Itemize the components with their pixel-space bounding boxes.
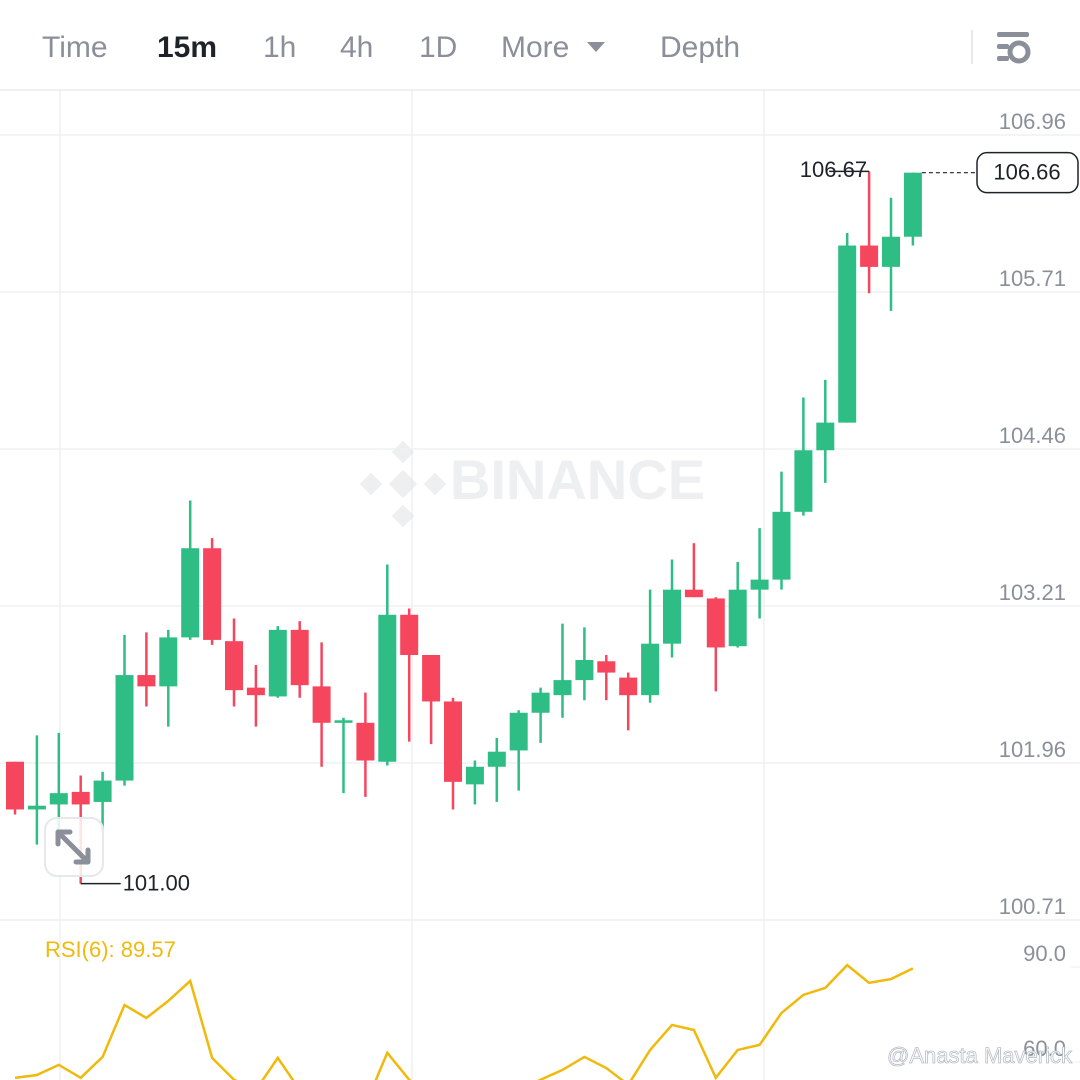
- candle-body: [487, 751, 506, 767]
- expand-button[interactable]: [44, 817, 104, 877]
- candle-body: [225, 641, 243, 691]
- rsi-line: [14, 963, 914, 1080]
- tab[interactable]: Time: [42, 31, 108, 64]
- candle-body: [531, 692, 550, 713]
- tab-active[interactable]: 15m: [157, 31, 217, 64]
- rsi-tick-label: 60.0: [1023, 1036, 1066, 1061]
- candle-body: [400, 614, 419, 655]
- candle-body: [378, 614, 397, 762]
- y-tick-label: 106.96: [999, 109, 1066, 134]
- candles: [6, 171, 922, 884]
- candle-body: [750, 579, 769, 590]
- candle-body: [312, 686, 331, 723]
- y-tick-label: 100.71: [999, 894, 1066, 919]
- candle-body: [334, 720, 353, 723]
- credit: @Anasta Maverick: [887, 1043, 1073, 1068]
- candle-body: [181, 548, 200, 638]
- candle-body: [663, 589, 681, 644]
- y-tick-label: 105.71: [999, 266, 1066, 291]
- candle-body: [772, 511, 791, 580]
- tab[interactable]: 1h: [263, 31, 296, 64]
- watermark: BINANCE: [359, 440, 705, 528]
- candle-body: [706, 598, 725, 648]
- candle-body: [903, 172, 922, 237]
- candle-body: [422, 654, 441, 702]
- price-grid: 106.96 105.71 104.46 103.21 101.96 100.71: [0, 109, 1080, 921]
- candle-body: [290, 629, 309, 686]
- settings-icon[interactable]: [997, 32, 1031, 64]
- timeframe-tabs: Time 15m 1h 4h 1D More Depth: [42, 31, 740, 64]
- candle-body: [444, 701, 462, 782]
- candle-body: [49, 793, 68, 805]
- candle-body: [684, 589, 703, 598]
- candle-body: [356, 722, 375, 761]
- candle-body: [794, 450, 813, 512]
- tab[interactable]: Depth: [660, 31, 740, 64]
- last-price-box: [976, 151, 1079, 194]
- dropdown-arrow: [587, 42, 605, 52]
- tab[interactable]: 1D: [419, 31, 457, 64]
- rsi-tick-label: 90.0: [1023, 941, 1066, 966]
- tab[interactable]: 4h: [340, 31, 373, 64]
- low-marker-label: 101.00: [123, 870, 190, 895]
- candle-body: [93, 780, 112, 802]
- candle-body: [882, 236, 900, 267]
- candle-body: [728, 589, 747, 647]
- rsi-label: RSI(6): 89.57: [45, 937, 176, 962]
- y-tick-label: 103.21: [999, 580, 1066, 605]
- candle-body: [159, 637, 178, 687]
- candle-body: [115, 675, 134, 781]
- candle-body: [553, 680, 572, 696]
- candle-body: [137, 675, 156, 687]
- candle-body: [619, 677, 638, 696]
- candle-body: [816, 422, 835, 451]
- candle-body: [268, 629, 287, 697]
- candle-body: [597, 661, 616, 673]
- vertical-grid: [59, 90, 765, 1080]
- watermark-text: BINANCE: [450, 448, 705, 511]
- annotations: 106.67 101.00 106.66: [80, 151, 1079, 895]
- high-marker-label: 106.67: [800, 157, 867, 182]
- candle-body: [246, 687, 265, 696]
- candle-body: [27, 805, 46, 810]
- y-tick-label: 101.96: [999, 737, 1066, 762]
- candle-body: [203, 548, 222, 640]
- candle-body: [71, 791, 90, 805]
- candle-body: [641, 643, 660, 696]
- candle-body: [465, 766, 484, 785]
- candle-body: [6, 761, 24, 810]
- candle-body: [575, 660, 594, 681]
- candle-body: [838, 245, 857, 423]
- y-tick-label: 104.46: [999, 423, 1066, 448]
- rsi-panel: RSI(6): 89.57 90.0 60.0: [14, 937, 1080, 1080]
- candle-body: [860, 245, 879, 267]
- tab[interactable]: More: [501, 31, 569, 64]
- candle-body: [509, 712, 528, 751]
- last-price-label: 106.66: [993, 159, 1060, 184]
